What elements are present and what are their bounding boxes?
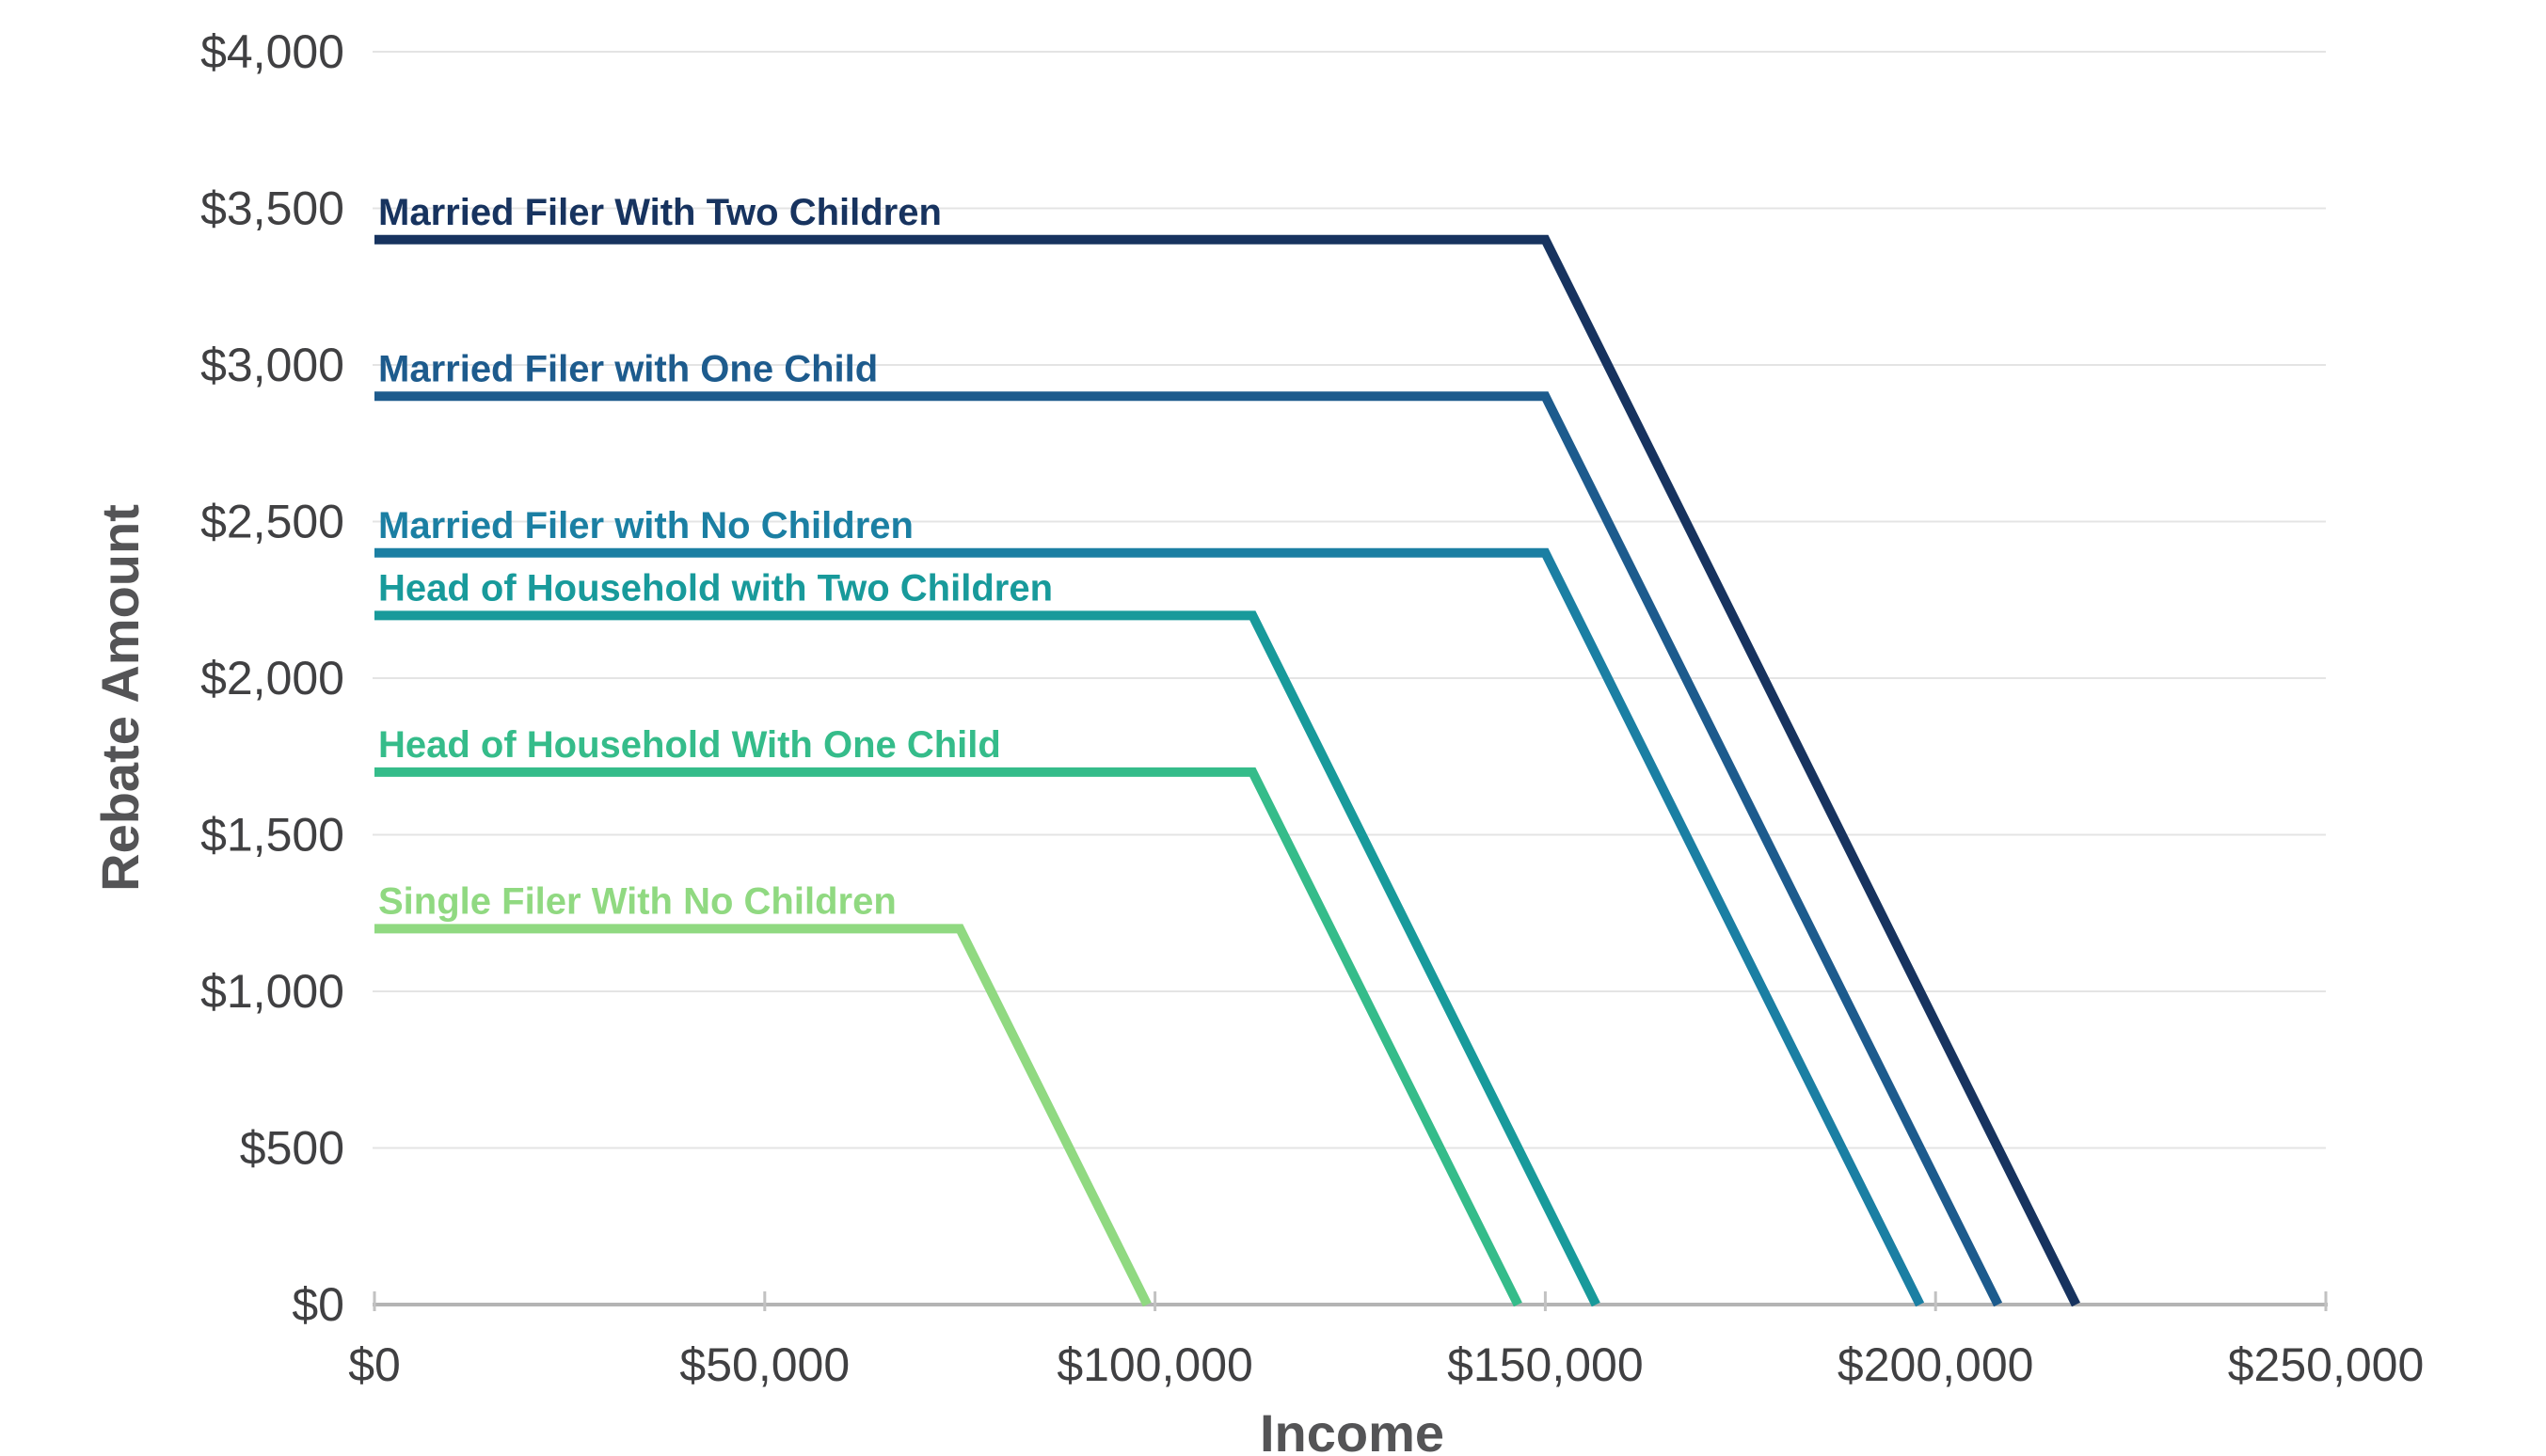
y-tick-label: $1,500 [200, 809, 344, 862]
series-line [374, 234, 2080, 1307]
series-label: Married Filer With Two Children [378, 192, 942, 233]
y-tick-label: $3,000 [200, 339, 344, 391]
series-label: Head of Household With One Child [378, 724, 1001, 766]
series-label: Married Filer with No Children [378, 505, 914, 546]
x-tick-label: $150,000 [1447, 1338, 1644, 1391]
series-line [374, 924, 1152, 1307]
x-tick-label: $0 [348, 1338, 401, 1391]
y-tick-label: $0 [292, 1278, 344, 1331]
y-tick-label: $500 [240, 1122, 344, 1175]
x-tick-label: $250,000 [2228, 1338, 2425, 1391]
series-label: Married Filer with One Child [378, 348, 878, 389]
series-line [374, 767, 1522, 1307]
y-tick-label: $2,000 [200, 652, 344, 704]
series-line [374, 610, 1600, 1307]
y-axis-title: Rebate Amount [90, 504, 150, 892]
x-tick-label: $50,000 [679, 1338, 850, 1391]
x-axis-title: Income [1259, 1403, 1445, 1456]
y-tick-label: $4,000 [200, 25, 344, 78]
x-tick-label: $200,000 [1838, 1338, 2034, 1391]
y-tick-label: $3,500 [200, 182, 344, 235]
series-label: Single Filer With No Children [378, 880, 897, 922]
x-tick-label: $100,000 [1057, 1338, 1253, 1391]
y-tick-label: $1,000 [200, 965, 344, 1018]
series-label: Head of Household with Two Children [378, 567, 1053, 609]
series-line [374, 547, 1925, 1307]
series-line [374, 391, 2003, 1307]
y-tick-label: $2,500 [200, 496, 344, 548]
